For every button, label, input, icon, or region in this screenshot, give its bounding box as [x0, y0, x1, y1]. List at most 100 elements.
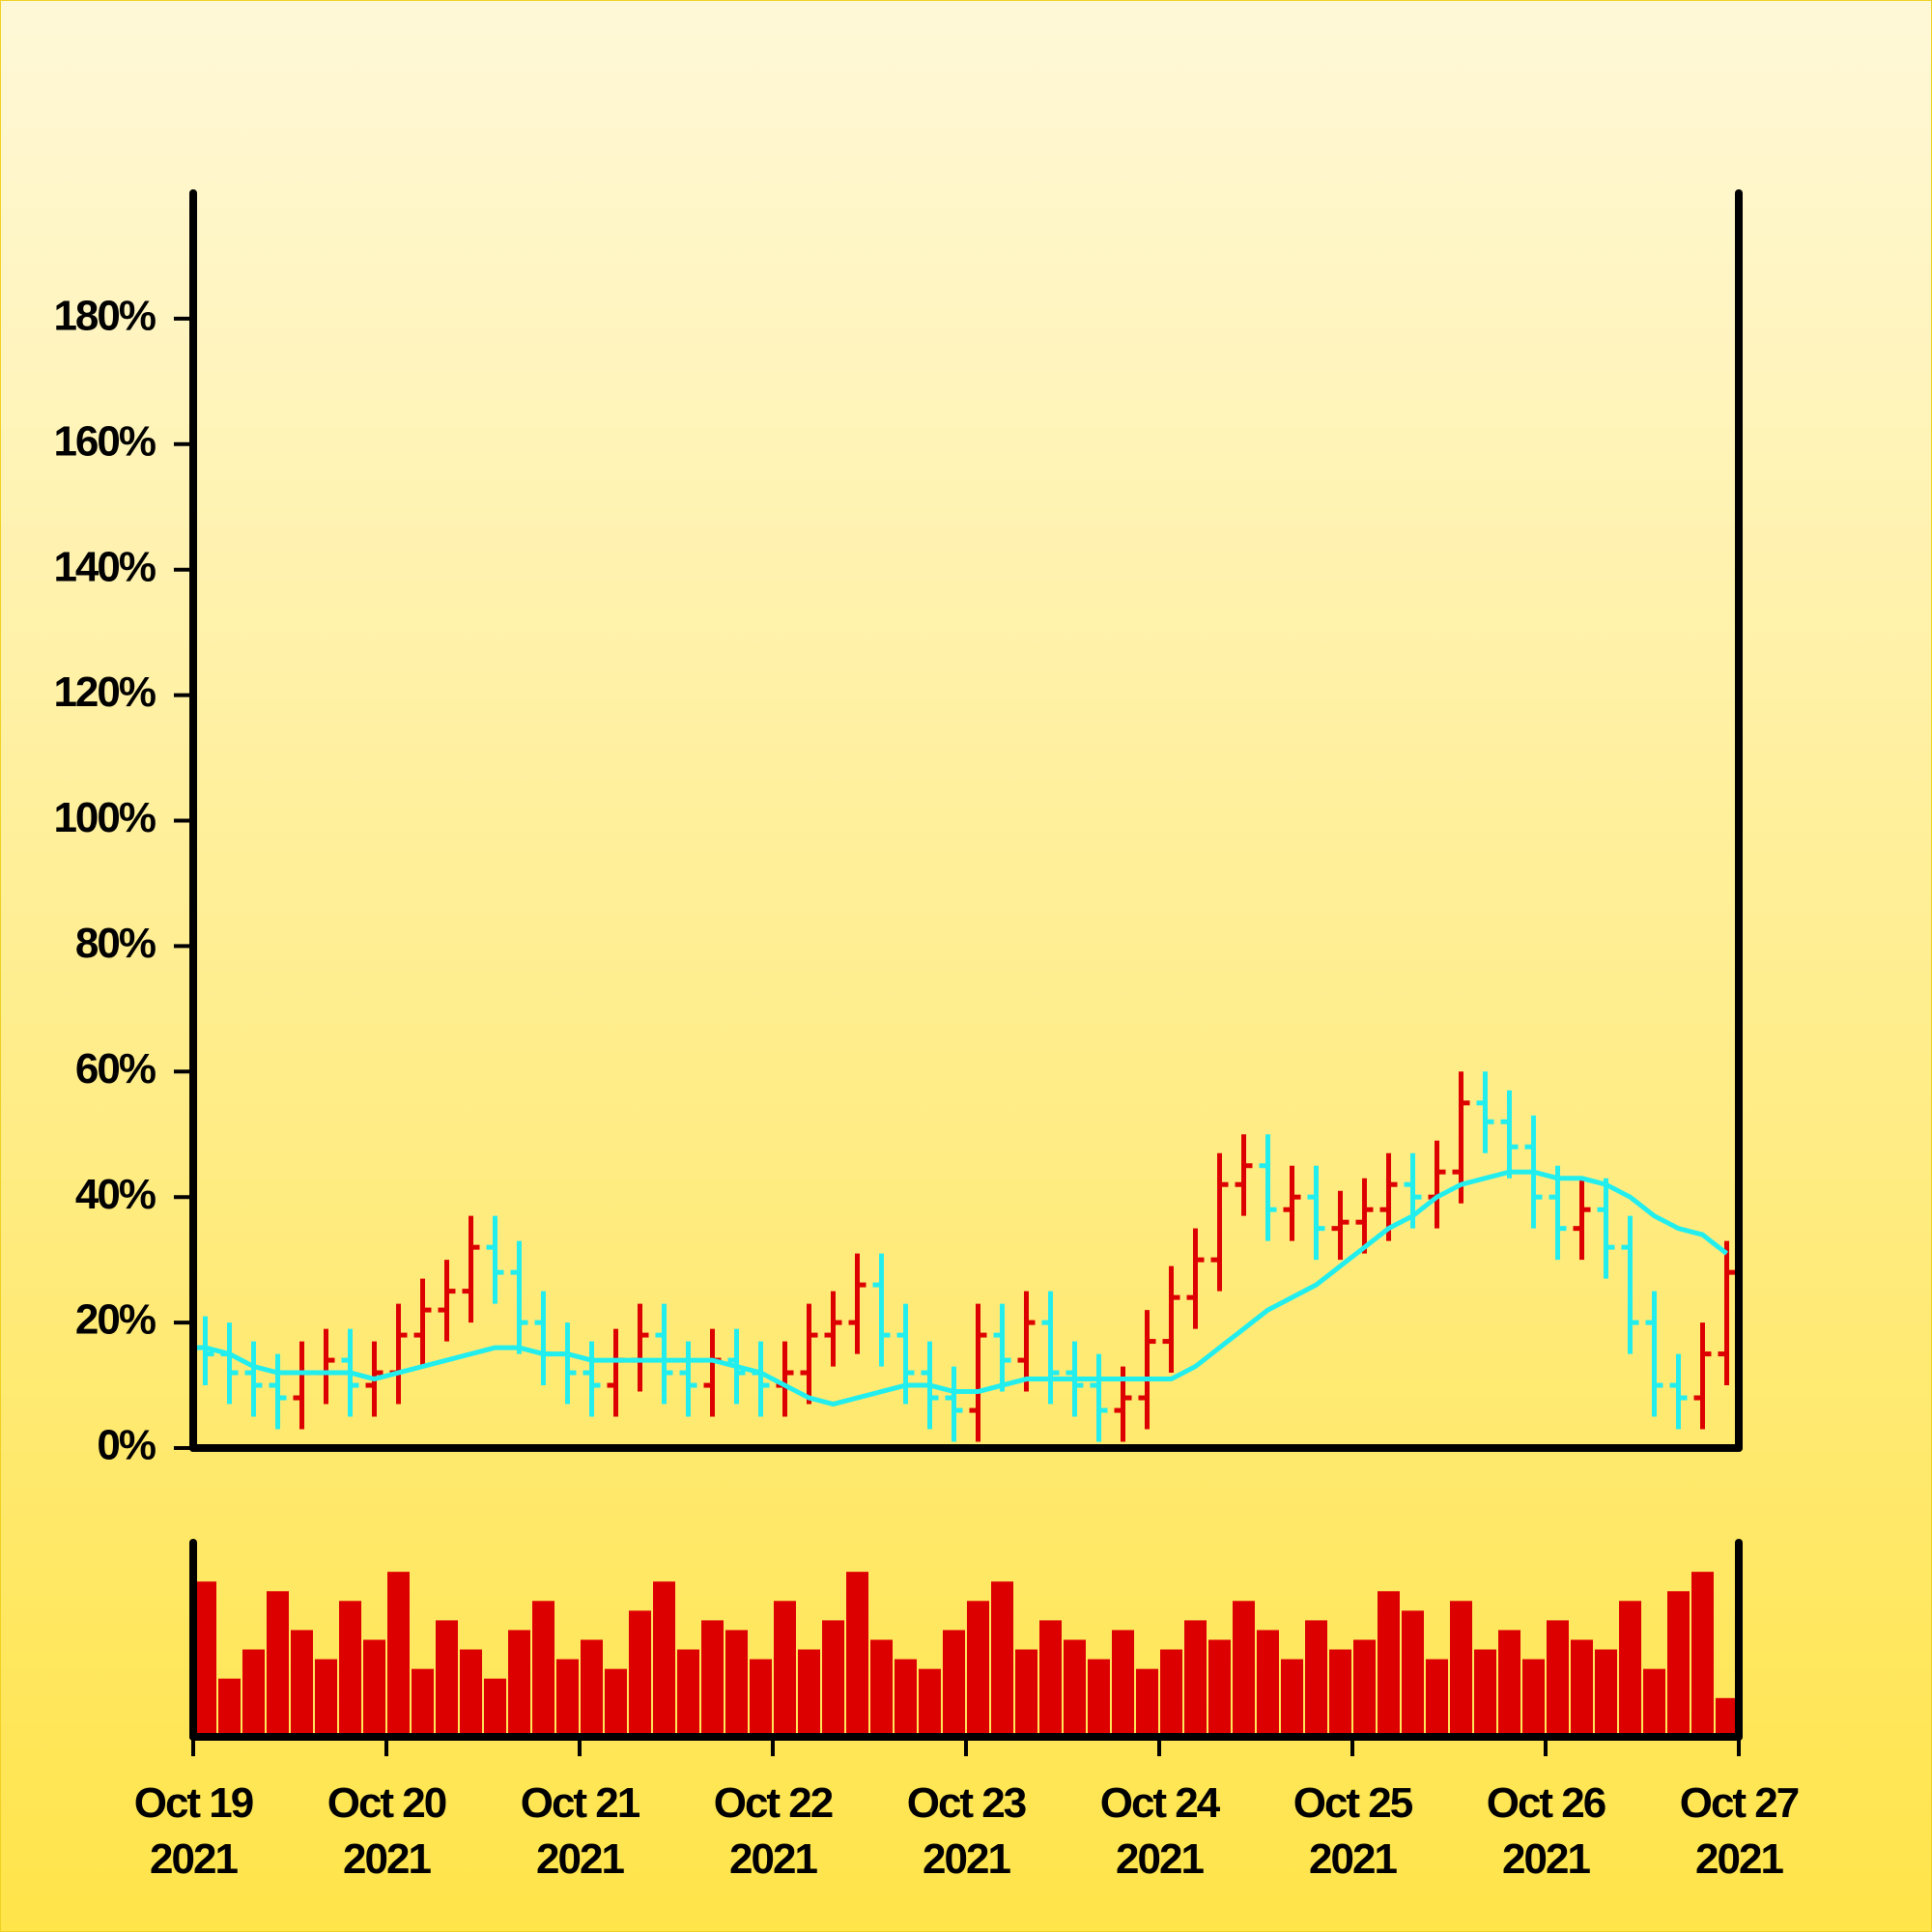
ohlc-bar: [800, 1303, 818, 1405]
y-tick-label: 120%: [53, 668, 155, 716]
ohlc-bar: [872, 1253, 891, 1367]
x-tick-label: Oct 19 2021: [133, 1779, 255, 1883]
volume-bar: [991, 1581, 1013, 1737]
volume-bar: [1208, 1639, 1231, 1737]
volume-bar: [1160, 1649, 1182, 1737]
ohlc-bar: [438, 1260, 456, 1342]
ohlc-bar: [462, 1215, 480, 1323]
volume-bar: [1305, 1620, 1327, 1737]
volume-bar: [1378, 1591, 1400, 1737]
volume-bar: [1522, 1659, 1545, 1737]
x-tick-label: Oct 22 2021: [713, 1779, 835, 1883]
volume-bar: [1571, 1639, 1593, 1737]
ohlc-bar: [1186, 1228, 1205, 1329]
volume-bar: [895, 1659, 917, 1737]
ohlc-bar: [945, 1366, 963, 1442]
volume-bar: [1595, 1649, 1617, 1737]
ohlc-bar: [1597, 1178, 1615, 1279]
volume-bar: [605, 1668, 627, 1737]
volume-bar: [919, 1668, 941, 1737]
volume-bar: [798, 1649, 820, 1737]
volume-bar: [532, 1601, 554, 1737]
ohlc-bar: [1090, 1353, 1108, 1442]
ohlc-bar: [679, 1341, 697, 1417]
ohlc-bar: [1693, 1322, 1712, 1430]
volume-bar: [1233, 1601, 1255, 1737]
volume-bar: [1184, 1620, 1207, 1737]
ohlc-bar: [993, 1303, 1011, 1392]
ohlc-bar: [220, 1322, 239, 1405]
volume-bar: [629, 1610, 651, 1737]
volume-bar: [1450, 1601, 1472, 1737]
ohlc-bar: [1669, 1353, 1688, 1430]
volume-bar: [460, 1649, 482, 1737]
ohlc-bar: [1259, 1134, 1277, 1241]
ohlc-bar: [1428, 1140, 1446, 1229]
x-tick-label: Oct 26 2021: [1486, 1779, 1607, 1883]
volume-bar: [1498, 1630, 1520, 1737]
volume-bar: [194, 1581, 216, 1737]
ohlc-bar: [1017, 1291, 1036, 1392]
ohlc-bar: [389, 1303, 408, 1405]
ohlc-bar: [1210, 1152, 1229, 1292]
volume-bar: [822, 1620, 844, 1737]
volume-bar: [484, 1678, 506, 1737]
volume-bar: [1088, 1659, 1110, 1737]
x-tick-label: Oct 20 2021: [327, 1779, 448, 1883]
y-tick-label: 80%: [75, 920, 156, 967]
ohlc-bar: [1355, 1178, 1374, 1254]
ohlc-bar: [1041, 1291, 1060, 1405]
volume-bar: [967, 1601, 989, 1737]
volume-bar: [725, 1630, 748, 1737]
y-tick-label: 160%: [53, 417, 155, 465]
y-tick-label: 140%: [53, 543, 155, 590]
volume-bar: [1064, 1639, 1086, 1737]
y-tick-label: 20%: [75, 1296, 156, 1344]
volume-bar: [242, 1649, 265, 1737]
x-tick-label: Oct 23 2021: [906, 1779, 1028, 1883]
volume-bar: [1643, 1668, 1665, 1737]
volume-bar: [1426, 1659, 1448, 1737]
ohlc-bar: [317, 1328, 335, 1405]
volume-bar: [1039, 1620, 1062, 1737]
y-tick-label: 180%: [53, 293, 155, 340]
ohlc-bar: [1307, 1165, 1325, 1261]
ohlc-bar: [1283, 1165, 1301, 1241]
y-tick-label: 0%: [97, 1422, 155, 1469]
volume-bar: [556, 1659, 579, 1737]
volume-bar: [1136, 1668, 1158, 1737]
volume-bar: [750, 1659, 772, 1737]
volume-bar: [677, 1649, 699, 1737]
ohlc-bar: [293, 1341, 311, 1430]
ohlc-bar: [1331, 1190, 1350, 1261]
ohlc-bar: [582, 1341, 601, 1417]
x-tick-label: Oct 21 2021: [520, 1779, 641, 1883]
ohlc-bar: [1162, 1265, 1180, 1374]
volume-bar: [653, 1581, 675, 1737]
volume-bar: [291, 1630, 313, 1737]
ohlc-bar: [196, 1316, 214, 1386]
volume-bar: [436, 1620, 458, 1737]
ohlc-bar: [486, 1215, 504, 1304]
volume-bar: [1716, 1697, 1738, 1737]
ohlc-bar: [1235, 1134, 1253, 1216]
volume-bar: [581, 1639, 603, 1737]
volume-bar: [846, 1572, 868, 1737]
x-tick-label: Oct 27 2021: [1679, 1779, 1801, 1883]
volume-bar: [1281, 1659, 1303, 1737]
ohlc-bar: [969, 1303, 987, 1442]
moving-average: [204, 1169, 1729, 1407]
ohlc-bar: [703, 1328, 722, 1417]
ohlc-bar: [269, 1353, 287, 1430]
y-tick-label: 60%: [75, 1045, 156, 1093]
ohlc-bar: [776, 1341, 794, 1417]
volume-bar: [1691, 1572, 1714, 1737]
volume-bar: [412, 1668, 434, 1737]
ohlc-bar: [558, 1322, 577, 1405]
volume-bar: [387, 1572, 410, 1737]
ohlc-bar: [1645, 1291, 1663, 1417]
volume-bar: [774, 1601, 796, 1737]
ohlc-bar: [824, 1291, 842, 1367]
